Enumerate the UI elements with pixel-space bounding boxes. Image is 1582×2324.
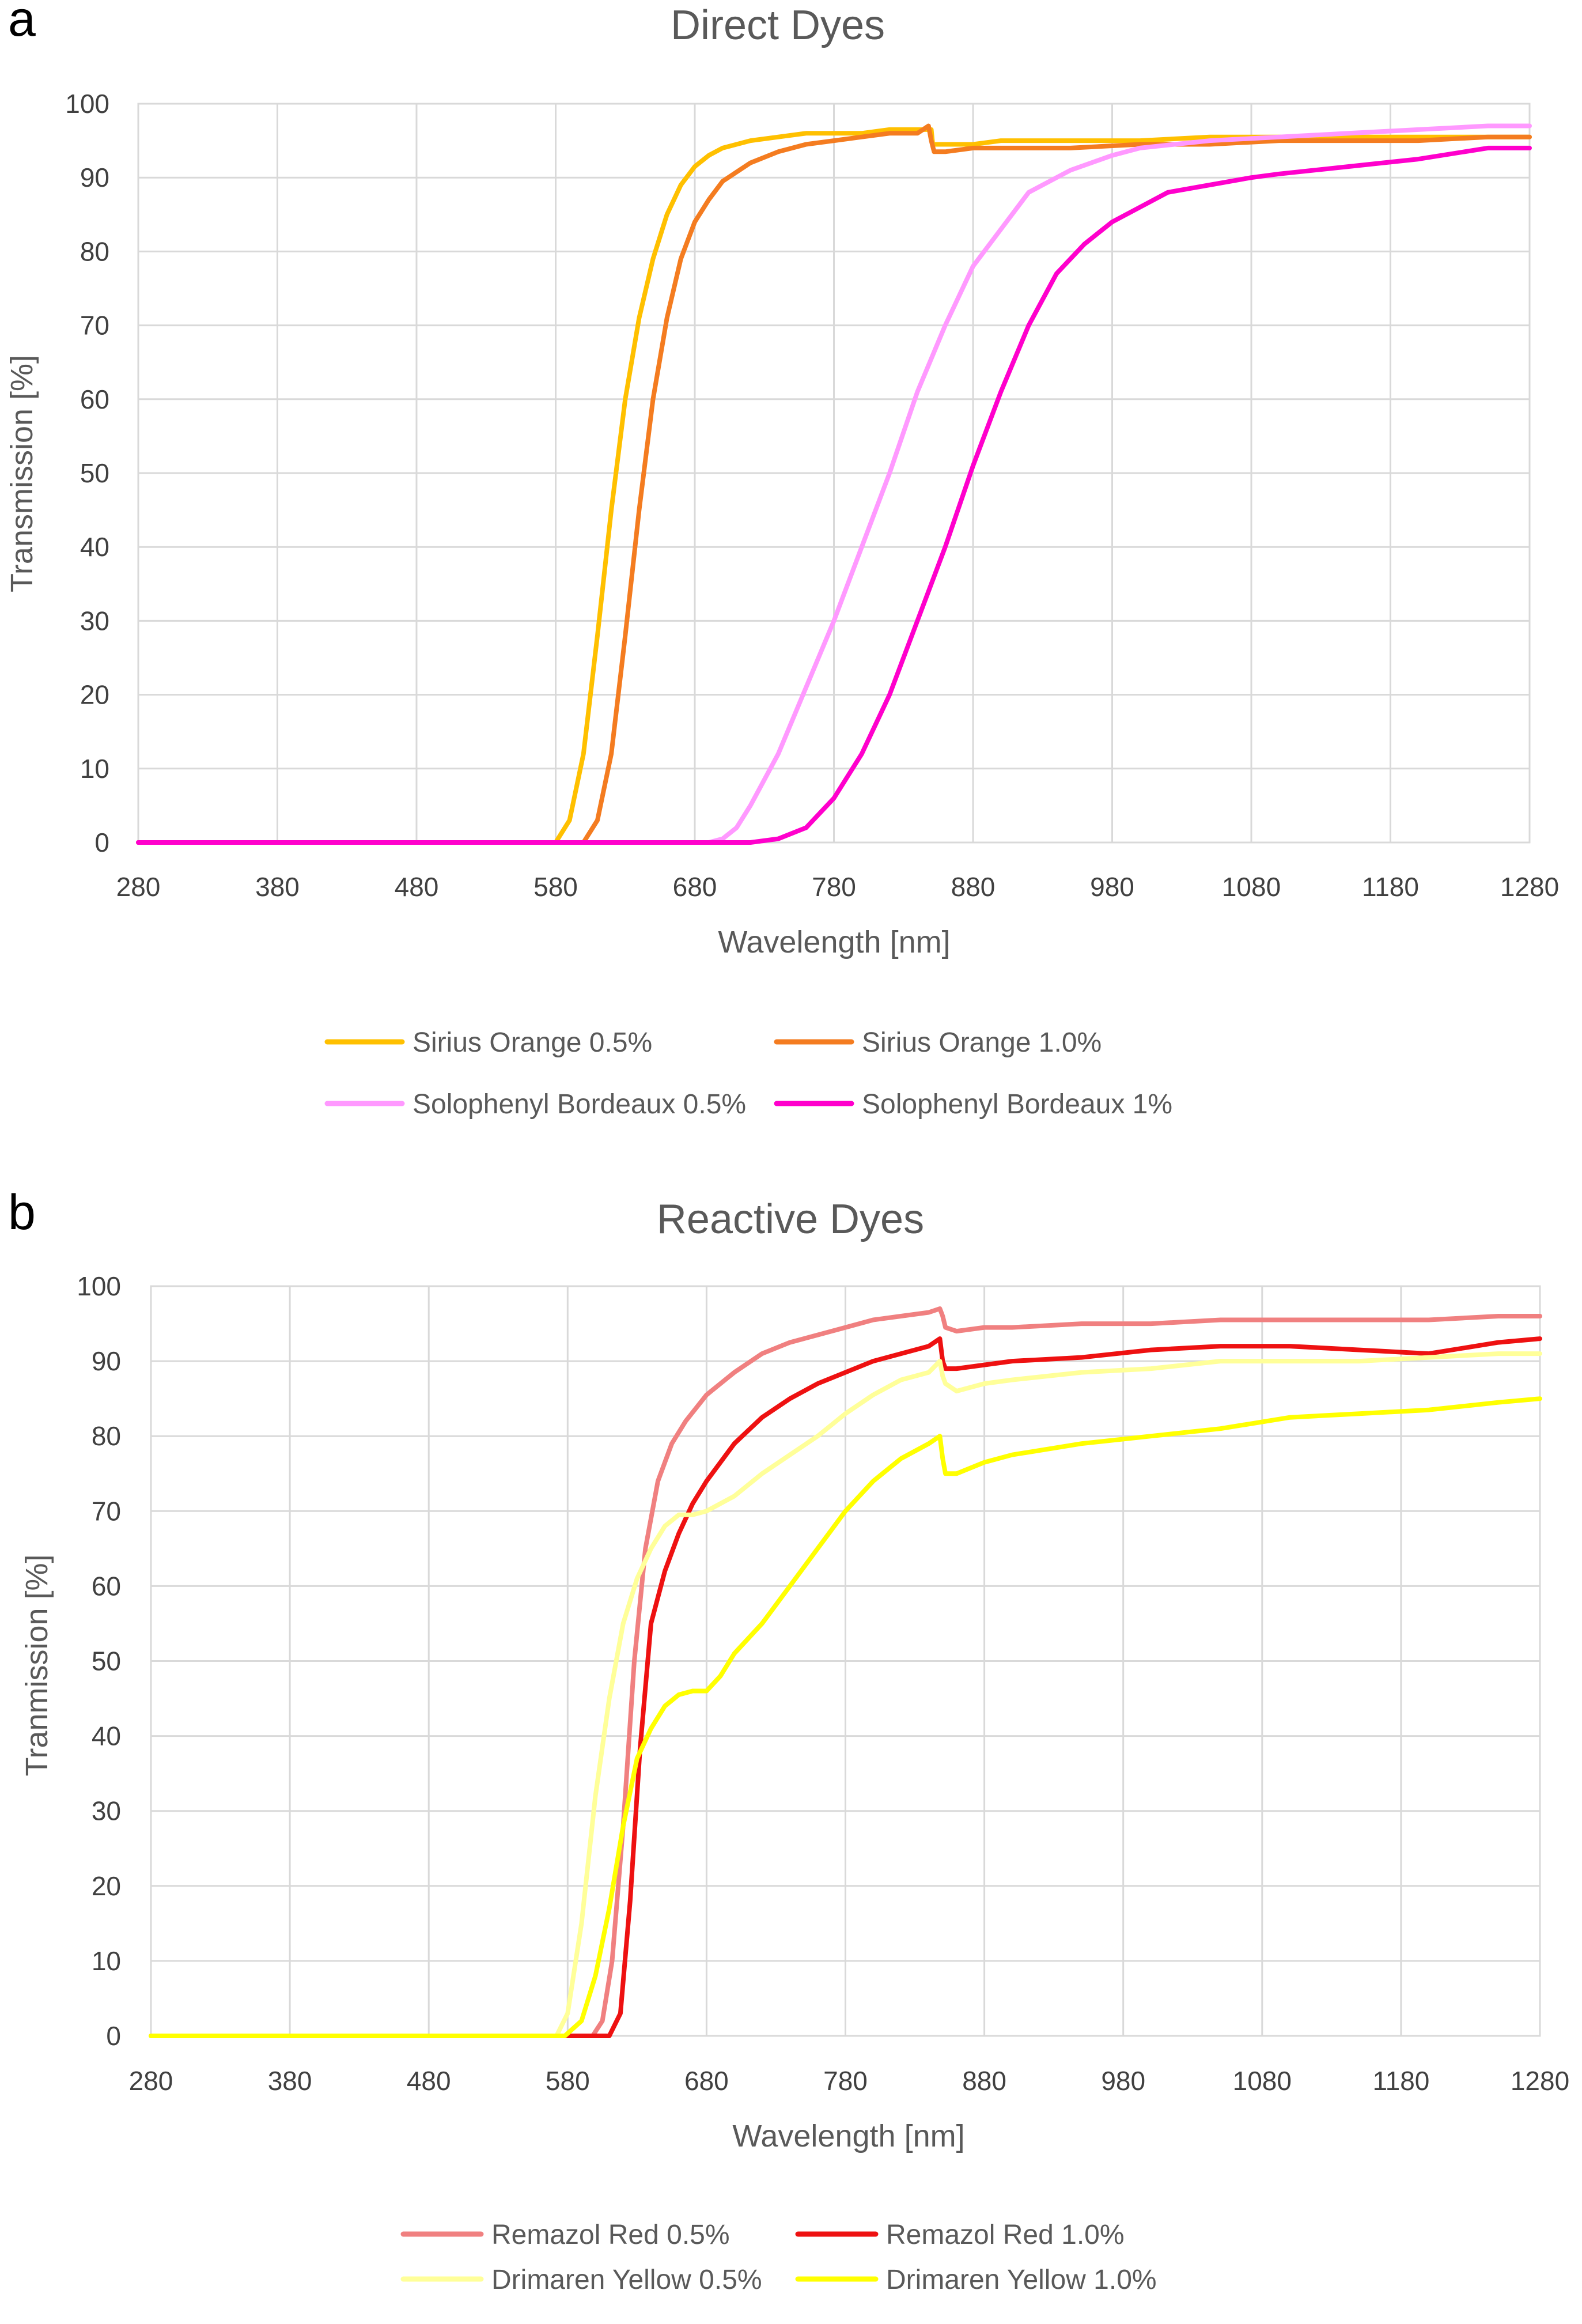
panel-a-title: Direct Dyes: [671, 2, 885, 48]
panel-a-y-tick-label: 50: [80, 458, 109, 488]
panel-a-series-line-1: [136, 127, 1532, 845]
panel-b-y-tick-label: 100: [77, 1271, 121, 1301]
panel-a-x-tick-label: 680: [673, 872, 717, 902]
panel-a-y-tick-label: 90: [80, 163, 109, 192]
panel-a-label: a: [8, 0, 36, 47]
panel-a-y-tick-label: 20: [80, 680, 109, 710]
panel-a-plot-frame: [137, 103, 1531, 844]
chart-panel-b: b Reactive Dyes 280 380 480 580 680 780 880 980…: [8, 1185, 1569, 2295]
panel-b-x-tick-label: 1080: [1233, 2066, 1292, 2096]
panel-a-legend-label-2: Sirius Orange 1.0%: [862, 1027, 1102, 1058]
panel-a-y-tick-label: 70: [80, 311, 109, 341]
panel-a-x-tick-label: 980: [1090, 872, 1134, 902]
panel-b-x-tick-label: 680: [684, 2066, 729, 2096]
panel-b-series-line-4: [149, 1396, 1542, 2038]
panel-a-x-tick-label: 1080: [1222, 872, 1281, 902]
panel-b-label: b: [8, 1185, 36, 1240]
panel-b-x-tick-label: 580: [546, 2066, 590, 2096]
panel-b-y-tick-label: 40: [92, 1721, 121, 1751]
panel-a-x-tick-label: 1280: [1500, 872, 1559, 902]
panel-b-y-tick-label: 90: [92, 1346, 121, 1376]
panel-b-series-line-2: [149, 1336, 1542, 2038]
panel-a-legend-label-4: Solophenyl Bordeaux 1%: [862, 1089, 1172, 1120]
panel-b-y-tick-label: 50: [92, 1646, 121, 1676]
panel-a-plot-area: 280 380 480 580 680 780 880 980 1080 1180 1280 0 10 2…: [65, 89, 1559, 902]
panel-b-y-axis-title: Tranmission [%]: [20, 1554, 54, 1776]
panel-b-x-tick-label: 380: [268, 2066, 312, 2096]
panel-b-x-tick-label: 980: [1101, 2066, 1145, 2096]
panel-a-series-line-3: [136, 123, 1532, 845]
panel-b-x-axis-title: Wavelength [nm]: [732, 2119, 964, 2153]
panel-a-legend: Sirius Orange 0.5% Sirius Orange 1.0% Solo…: [324, 1027, 1172, 1120]
panel-b-y-tick-label: 30: [92, 1796, 121, 1826]
panel-b-plot-frame: [150, 1285, 1541, 2037]
panel-b-legend-label-1: Remazol Red 0.5%: [491, 2220, 730, 2250]
panel-b-y-tick-label: 60: [92, 1571, 121, 1601]
panel-a-y-axis-title: Transmission [%]: [5, 355, 39, 592]
panel-a-legend-label-3: Solophenyl Bordeaux 0.5%: [412, 1089, 746, 1120]
panel-b-plot-area: 280 380 480 580 680 780 880 980 1080 1180 1280 0 10 2…: [77, 1271, 1569, 2096]
panel-a-y-tick-label: 40: [80, 532, 109, 562]
panel-a-y-tick-label: 60: [80, 384, 109, 414]
panel-b-legend: Remazol Red 0.5% Remazol Red 1.0% Drimaren…: [400, 2220, 1157, 2295]
panel-a-x-tick-label: 380: [255, 872, 300, 902]
panel-b-legend-label-2: Remazol Red 1.0%: [886, 2220, 1125, 2250]
panel-b-y-tick-label: 10: [92, 1946, 121, 1976]
panel-b-y-tick-label: 0: [106, 2021, 121, 2051]
panel-a-y-tick-label: 0: [94, 827, 109, 857]
panel-b-legend-label-3: Drimaren Yellow 0.5%: [491, 2265, 762, 2295]
panel-a-x-tick-label: 1180: [1362, 872, 1419, 902]
panel-b-y-tick-label: 70: [92, 1496, 121, 1526]
panel-b-title: Reactive Dyes: [657, 1196, 924, 1242]
panel-a-y-tick-label: 30: [80, 606, 109, 636]
panel-b-x-tick-label: 880: [962, 2066, 1006, 2096]
panel-a-x-tick-label: 580: [533, 872, 578, 902]
panel-b-y-tick-label: 80: [92, 1421, 121, 1451]
panel-a-y-tick-label: 100: [65, 89, 109, 119]
panel-b-x-tick-label: 1180: [1372, 2066, 1429, 2096]
panel-b-series-line-3: [149, 1351, 1542, 2038]
panel-b-x-tick-label: 480: [407, 2066, 451, 2096]
panel-a-legend-label-1: Sirius Orange 0.5%: [412, 1027, 652, 1058]
chart-panel-a: a Direct Dyes 280 380 480 580 680 780 880 980 10…: [5, 0, 1559, 1120]
panel-a-x-tick-label: 480: [395, 872, 439, 902]
panel-a-y-tick-label: 10: [80, 754, 109, 784]
panel-a-series-line-4: [136, 145, 1532, 845]
panel-b-series-line-1: [149, 1306, 1542, 2038]
panel-a-y-tick-label: 80: [80, 236, 109, 266]
panel-a-x-tick-label: 280: [116, 872, 161, 902]
panel-b-legend-label-4: Drimaren Yellow 1.0%: [886, 2265, 1157, 2295]
panel-b-x-tick-label: 280: [129, 2066, 173, 2096]
panel-a-x-tick-label: 880: [951, 872, 996, 902]
panel-a-x-tick-label: 780: [812, 872, 856, 902]
panel-a-x-axis-title: Wavelength [nm]: [718, 925, 950, 959]
panel-b-x-tick-label: 1280: [1511, 2066, 1569, 2096]
panel-b-x-tick-label: 780: [823, 2066, 868, 2096]
panel-b-y-tick-label: 20: [92, 1871, 121, 1901]
